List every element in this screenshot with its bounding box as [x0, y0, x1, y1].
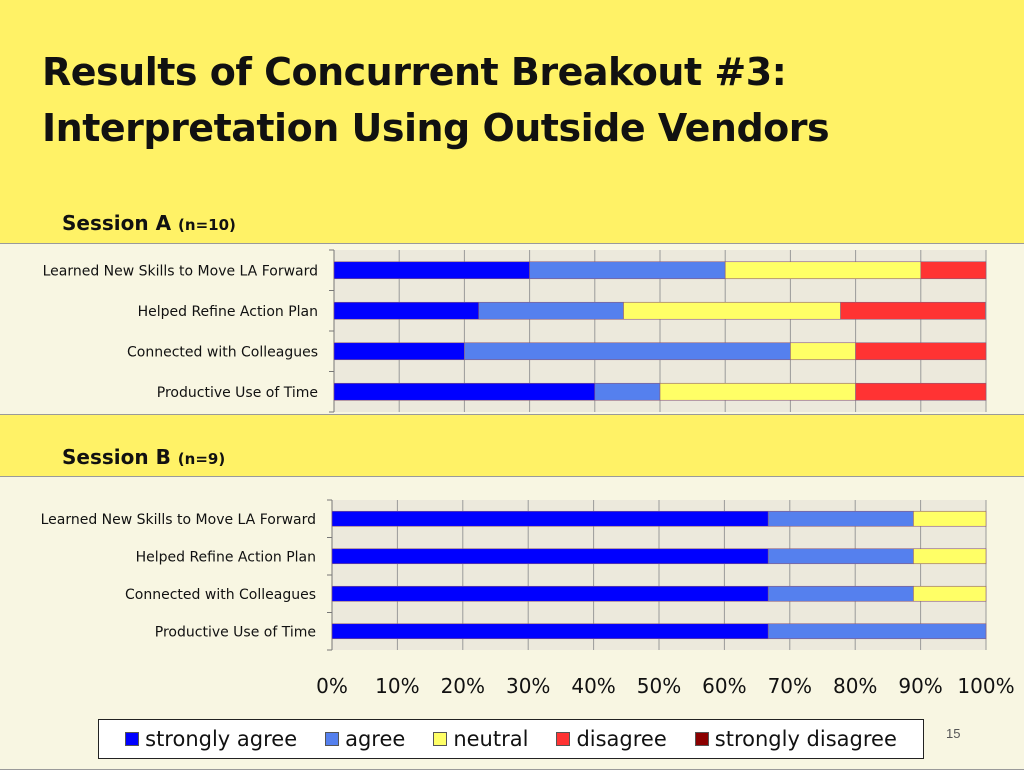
session-b-bar-strongly-agree — [331, 510, 769, 527]
session-b-bar-strongly-agree — [331, 623, 769, 640]
session-b-bar-agree — [767, 585, 914, 602]
session-b-bar-neutral — [913, 548, 987, 565]
legend-label: strongly agree — [145, 727, 298, 751]
legend-item-strongly-disagree: strongly disagree — [694, 727, 897, 751]
session-a-bar-neutral — [724, 261, 922, 280]
session-b-category-label: Helped Refine Action Plan — [136, 549, 316, 565]
session-a-category-label: Productive Use of Time — [157, 385, 318, 401]
slide-title-line1: Results of Concurrent Breakout #3: — [42, 50, 787, 94]
session-b-bar-strongly-agree — [331, 585, 769, 602]
session-b-count: (n=9) — [177, 450, 226, 468]
legend-item-disagree: disagree — [556, 727, 667, 751]
session-a-bar-disagree — [855, 382, 987, 401]
legend-label: strongly disagree — [714, 727, 897, 751]
session-b-x-tick-label: 40% — [571, 674, 615, 698]
legend-item-strongly-agree: strongly agree — [125, 727, 297, 751]
session-a-chart: Learned New Skills to Move LA Forward Hel… — [43, 249, 987, 413]
slide-title: Results of Concurrent Breakout #3: Inter… — [42, 44, 830, 156]
legend-swatch — [125, 732, 140, 746]
session-a-bar-agree — [478, 301, 624, 320]
session-a-chart-panel: Learned New Skills to Move LA Forward Hel… — [0, 243, 1024, 415]
session-a-bar-neutral — [623, 301, 841, 320]
session-b-x-tick-label: 100% — [957, 674, 1014, 698]
page-number: 15 — [946, 726, 961, 741]
session-b-x-tick-label: 80% — [833, 674, 877, 698]
session-b-bar-strongly-agree — [331, 548, 769, 565]
session-b-bar-neutral — [913, 585, 987, 602]
session-b-category-label: Connected with Colleagues — [125, 587, 316, 603]
session-b-x-tick-label: 90% — [898, 674, 942, 698]
legend-swatch — [325, 732, 340, 746]
session-b-x-tick-label: 70% — [768, 674, 812, 698]
session-b-x-tick-label: 30% — [506, 674, 550, 698]
session-b-bar-agree — [767, 623, 987, 640]
session-a-bar-strongly-agree — [333, 342, 465, 361]
session-b-x-tick-label: 10% — [375, 674, 419, 698]
session-b-category-label: Productive Use of Time — [155, 624, 316, 640]
session-a-category-label: Helped Refine Action Plan — [138, 304, 318, 320]
session-a-bar-strongly-agree — [333, 301, 480, 320]
session-b-x-tick-label: 50% — [637, 674, 681, 698]
legend-label: disagree — [576, 727, 667, 751]
legend-item-neutral: neutral — [433, 727, 528, 751]
session-a-bar-agree — [464, 342, 791, 361]
session-a-bar-strongly-agree — [333, 261, 530, 280]
session-a-count: (n=10) — [178, 216, 236, 234]
slide-title-line2: Interpretation Using Outside Vendors — [42, 106, 830, 150]
legend-swatch — [433, 732, 448, 746]
session-a-label: Session A (n=10) — [62, 211, 236, 235]
session-a-category-label: Connected with Colleagues — [127, 344, 318, 360]
session-b-bar-agree — [767, 548, 914, 565]
session-b-x-tick-label: 60% — [702, 674, 746, 698]
legend-swatch — [556, 732, 571, 746]
session-b-category-label: Learned New Skills to Move LA Forward — [41, 512, 316, 528]
session-a-bar-disagree — [840, 301, 986, 320]
session-a-bar-strongly-agree — [333, 382, 596, 401]
session-b-bar-agree — [767, 510, 914, 527]
session-b-x-tick-label: 20% — [441, 674, 485, 698]
session-a-bar-agree — [594, 382, 661, 401]
session-a-bar-disagree — [855, 342, 987, 361]
session-a-bar-agree — [529, 261, 726, 280]
legend-item-agree: agree — [325, 727, 405, 751]
session-b-chart: Learned New Skills to Move LA Forward Hel… — [41, 499, 1015, 698]
session-a-title: Session A — [62, 211, 172, 235]
legend-label: neutral — [453, 727, 529, 751]
session-a-bar-neutral — [790, 342, 856, 361]
legend-swatch — [694, 732, 709, 746]
session-a-category-label: Learned New Skills to Move LA Forward — [43, 263, 318, 279]
session-b-label: Session B (n=9) — [62, 445, 225, 469]
session-b-title: Session B — [62, 445, 171, 469]
legend-label: agree — [345, 727, 406, 751]
chart-legend: strongly agree agree neutral disagree strong… — [98, 719, 924, 759]
session-a-bar-disagree — [920, 261, 987, 280]
session-a-bar-neutral — [659, 382, 856, 401]
session-b-bar-neutral — [913, 510, 987, 527]
session-b-x-tick-label: 0% — [316, 674, 348, 698]
